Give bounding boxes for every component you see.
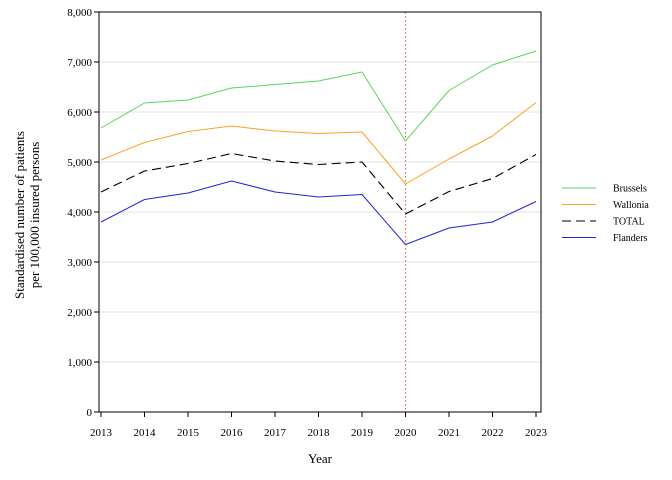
x-tick-label: 2014 — [134, 427, 157, 439]
x-tick-label: 2023 — [525, 427, 548, 439]
legend-label: Wallonia — [613, 200, 649, 211]
x-tick-label: 2019 — [351, 427, 374, 439]
y-tick-label: 2,000 — [67, 307, 92, 319]
y-axis-title: Standardised number of patients per 100,… — [12, 131, 42, 299]
x-tick-label: 2017 — [264, 427, 287, 439]
legend-label: TOTAL — [613, 217, 645, 228]
y-tick-label: 5,000 — [67, 157, 92, 169]
y-tick-label: 0 — [87, 407, 93, 419]
x-tick-label: 2015 — [177, 427, 200, 439]
y-tick-label: 1,000 — [67, 357, 92, 369]
x-tick-label: 2022 — [482, 427, 504, 439]
series-line-total — [100, 152, 537, 215]
gridlines — [99, 61, 541, 363]
x-tick-label: 2020 — [395, 427, 418, 439]
legend-label: Brussels — [613, 184, 647, 195]
x-axis: 2013 2014 2015 2016 2017 2018 2019 2020 2021 2022… — [90, 412, 548, 439]
series-line-brussels — [100, 50, 537, 142]
x-tick-label: 2016 — [221, 427, 244, 439]
y-tick-label: 7,000 — [67, 57, 92, 69]
y-axis-title-line-1: Standardised number of patients — [12, 131, 27, 299]
legend-label: Flanders — [613, 233, 648, 244]
series-lines — [100, 50, 537, 245]
y-axis: 0 1,000 2,000 3,000 4,000 5,000 6,000 7,000 8,00… — [67, 7, 99, 419]
x-tick-label: 2013 — [90, 427, 113, 439]
y-tick-label: 3,000 — [67, 257, 92, 269]
x-tick-label: 2018 — [308, 427, 331, 439]
series-line-flanders — [100, 180, 537, 245]
y-tick-label: 6,000 — [67, 107, 92, 119]
legend: Brussels Wallonia TOTAL Flanders — [562, 184, 649, 244]
x-tick-label: 2021 — [438, 427, 460, 439]
series-line-wallonia — [100, 102, 537, 185]
x-axis-title: Year — [308, 451, 333, 466]
y-tick-label: 8,000 — [67, 7, 92, 19]
y-axis-title-line-2: per 100,000 insured persons — [27, 142, 42, 289]
y-tick-label: 4,000 — [67, 207, 92, 219]
